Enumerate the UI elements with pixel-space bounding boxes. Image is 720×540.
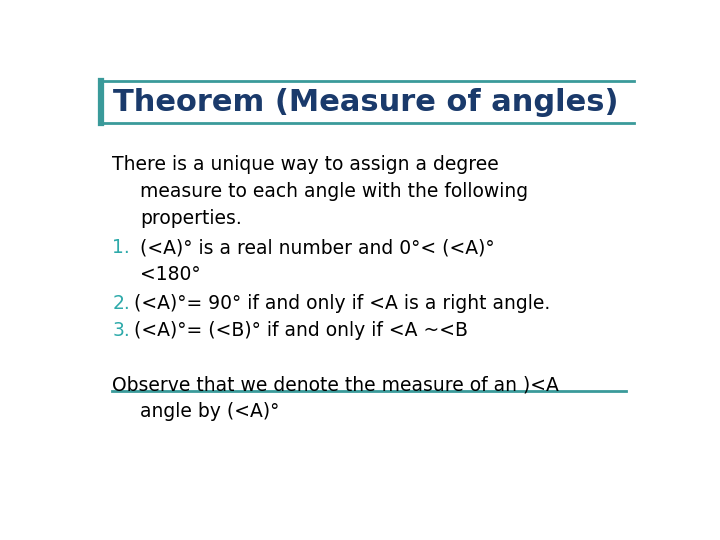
Text: measure to each angle with the following: measure to each angle with the following [140,182,528,201]
Text: 2.: 2. [112,294,130,313]
Text: <180°: <180° [140,265,201,284]
Text: (<A)°= 90° if and only if <A is a right angle.: (<A)°= 90° if and only if <A is a right … [133,294,550,313]
Text: angle by (<A)°: angle by (<A)° [140,402,279,422]
Text: There is a unique way to assign a degree: There is a unique way to assign a degree [112,155,499,174]
Text: 3.: 3. [112,321,130,340]
Text: properties.: properties. [140,209,242,228]
Text: Observe that we denote the measure of an )<A: Observe that we denote the measure of an… [112,375,559,394]
Text: 1.: 1. [112,238,130,257]
Text: (<A)° is a real number and 0°< (<A)°: (<A)° is a real number and 0°< (<A)° [133,238,494,257]
Text: (<A)°= (<B)° if and only if <A ~<B: (<A)°= (<B)° if and only if <A ~<B [133,321,467,340]
Text: Theorem (Measure of angles): Theorem (Measure of angles) [114,87,619,117]
